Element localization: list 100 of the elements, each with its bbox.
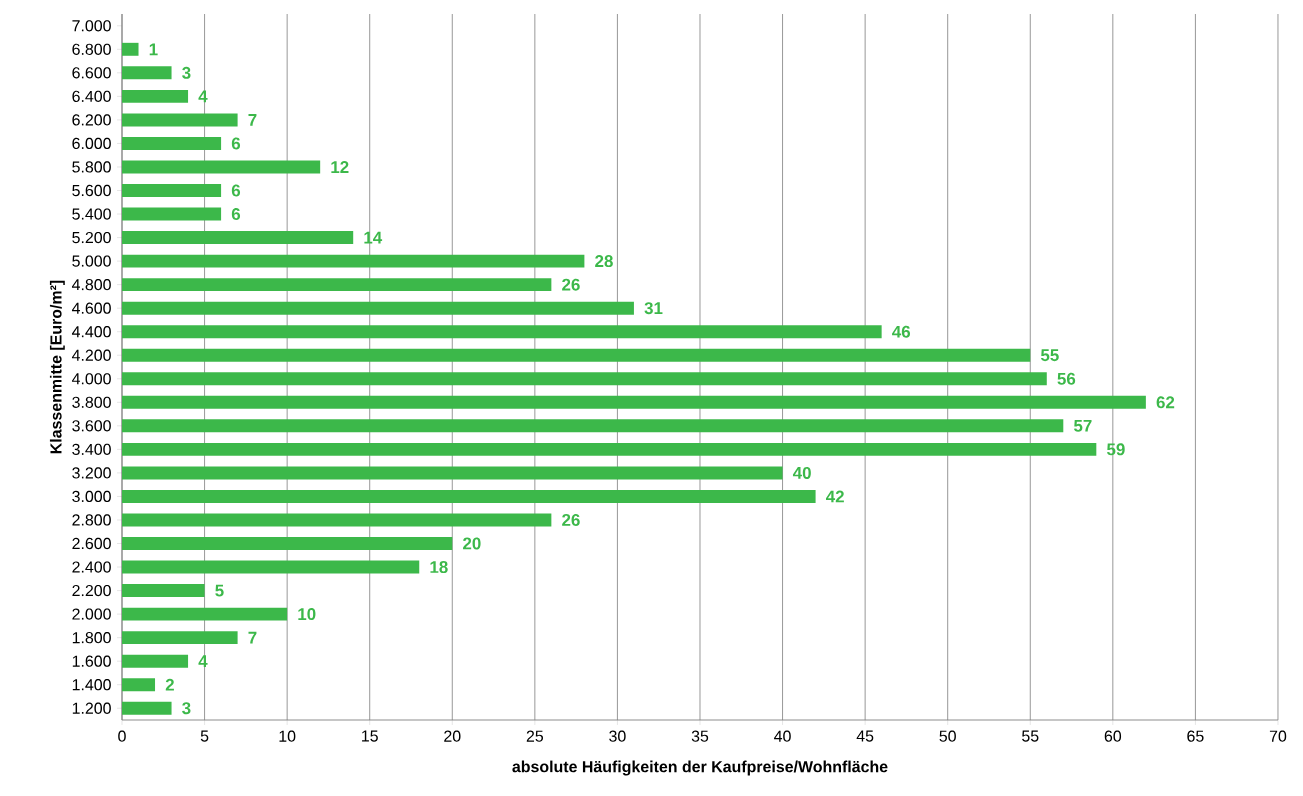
x-tick-label: 50 [939, 730, 956, 742]
data-label: 4 [198, 655, 208, 667]
y-axis-title: Klassenmitte [Euro/m²] [49, 280, 65, 454]
y-tick-label: 1.600 [72, 655, 111, 667]
x-tick-label: 35 [691, 730, 709, 742]
y-tick-label: 2.000 [72, 608, 111, 620]
data-label: 46 [892, 325, 911, 338]
data-label: 20 [463, 537, 481, 550]
data-label: 3 [182, 66, 191, 79]
bar [122, 678, 156, 692]
y-tick-label: 6.600 [72, 67, 111, 79]
y-tick-label: 3.400 [72, 443, 111, 456]
bar [122, 113, 238, 127]
bar [122, 348, 1031, 362]
data-label: 42 [826, 490, 844, 503]
y-tick-label: 3.800 [72, 396, 111, 408]
y-tick-label: 5.000 [72, 255, 111, 267]
data-label: 31 [644, 302, 663, 315]
bar [122, 301, 634, 315]
data-label: 26 [562, 278, 580, 291]
bar [122, 631, 238, 645]
y-tick-label: 6.800 [72, 43, 111, 55]
bar [122, 560, 420, 574]
y-tick-label: 2.200 [72, 584, 111, 597]
data-label: 40 [792, 466, 811, 479]
bar [122, 607, 288, 621]
bar [122, 372, 1047, 386]
y-tick-label: 6.000 [72, 137, 111, 150]
x-tick-label: 25 [526, 730, 544, 742]
bar [122, 442, 1097, 456]
bar [122, 207, 222, 221]
data-label: 3 [182, 702, 191, 715]
bar [122, 419, 1064, 433]
y-tick-label: 3.000 [72, 490, 111, 503]
y-tick-label: 4.800 [71, 279, 111, 291]
bar [122, 466, 783, 480]
data-label: 6 [231, 208, 241, 221]
data-label: 1 [149, 43, 158, 56]
bar [122, 89, 189, 103]
x-tick-label: 10 [279, 730, 296, 742]
bar [122, 537, 453, 550]
x-tick-label: 0 [118, 730, 126, 742]
data-label: 26 [562, 513, 580, 526]
y-tick-label: 2.800 [72, 514, 111, 526]
bar [122, 325, 882, 339]
bar [122, 489, 816, 503]
data-label: 28 [595, 255, 613, 268]
y-tick-label: 5.400 [72, 208, 111, 220]
bar [122, 42, 139, 56]
x-tick-label: 30 [609, 730, 626, 742]
y-tick-label: 5.600 [72, 184, 111, 197]
bar [122, 254, 585, 268]
y-tick-label: 6.200 [72, 114, 111, 126]
y-tick-label: 1.400 [72, 679, 111, 691]
x-tick-label: 40 [774, 730, 791, 742]
x-tick-label: 60 [1104, 730, 1122, 742]
x-tick-label: 65 [1187, 730, 1204, 742]
bar [122, 513, 552, 527]
data-label: 2 [165, 678, 174, 691]
x-tick-label: 70 [1269, 730, 1287, 742]
data-label: 55 [1040, 349, 1059, 362]
y-tick-label: 4.200 [71, 349, 111, 361]
data-label: 18 [430, 561, 448, 574]
data-label: 6 [231, 137, 241, 150]
x-tick-label: 20 [444, 730, 461, 742]
y-tick-label: 4.000 [71, 373, 111, 385]
x-tick-label: 55 [1022, 730, 1039, 742]
data-label: 5 [215, 584, 224, 597]
bar [122, 278, 552, 292]
bar [122, 184, 222, 197]
bar [122, 160, 321, 174]
x-axis-title: absolute Häufigkeiten der Kaufpreise/Wohnfläche [512, 760, 888, 776]
data-label: 62 [1156, 396, 1175, 409]
y-tick-label: 5.800 [72, 161, 111, 173]
bar [122, 701, 172, 715]
data-label: 7 [248, 631, 257, 644]
x-tick-label: 5 [200, 730, 209, 742]
data-label: 56 [1057, 372, 1076, 385]
y-tick-label: 1.200 [72, 702, 111, 714]
x-tick-label: 15 [362, 730, 378, 742]
bar [122, 584, 205, 598]
data-label: 14 [364, 231, 383, 244]
data-label: 12 [331, 161, 349, 173]
bar [122, 395, 1146, 409]
x-tick-label: 45 [856, 730, 874, 742]
data-label: 57 [1073, 419, 1092, 432]
y-tick-label: 6.400 [72, 90, 111, 103]
data-label: 4 [198, 90, 208, 103]
y-tick-label: 1.800 [72, 632, 111, 644]
y-tick-label: 3.600 [72, 420, 111, 432]
y-tick-label: 7.000 [72, 20, 111, 32]
bar [122, 231, 354, 245]
data-label: 7 [248, 114, 257, 126]
y-tick-label: 4.400 [71, 326, 111, 338]
y-tick-label: 2.400 [72, 561, 111, 573]
bar [122, 136, 222, 150]
bar [122, 66, 172, 80]
y-tick-label: 2.600 [72, 537, 111, 550]
y-tick-label: 5.200 [72, 231, 111, 244]
data-label: 59 [1107, 443, 1125, 456]
